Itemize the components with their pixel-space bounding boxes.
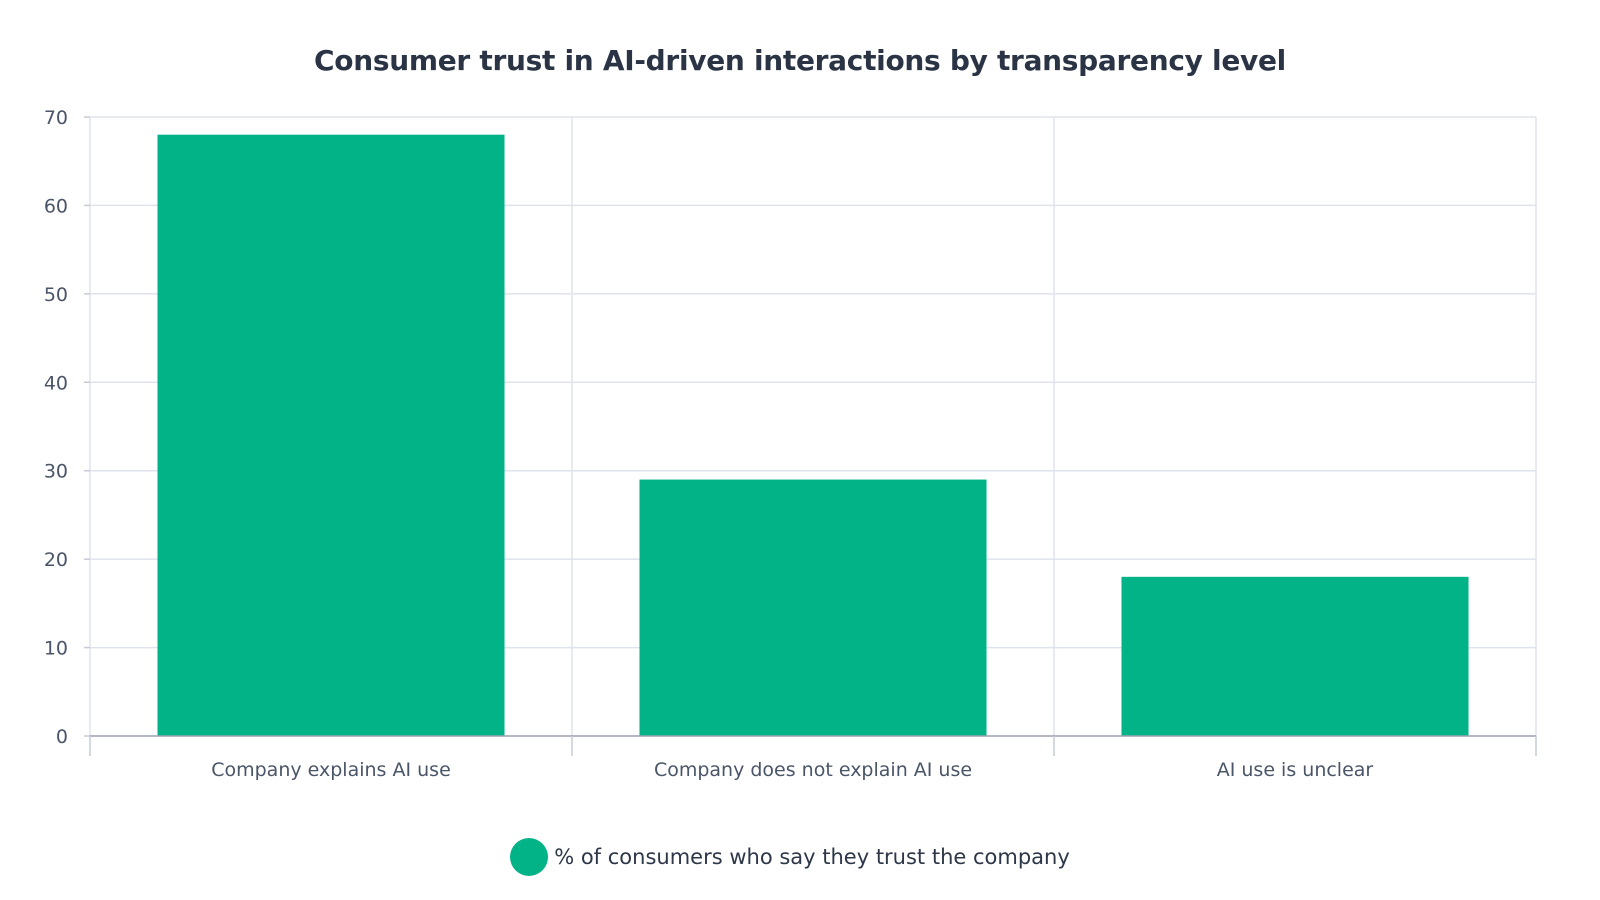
bars [157,134,1469,736]
y-tick-label: 40 [44,372,68,394]
y-tick-label: 60 [44,195,68,217]
y-tick-label: 70 [44,107,68,129]
bar [1121,576,1469,736]
legend-swatch [510,838,549,876]
y-axis-ticks: 0 10 20 30 40 50 60 70 [44,107,90,748]
y-tick-label: 50 [44,284,68,306]
x-tick-label: Company explains AI use [211,759,451,781]
bar [639,479,987,736]
y-tick-label: 10 [44,638,68,660]
x-axis [89,735,1537,756]
legend: % of consumers who say they trust the co… [0,838,1600,876]
y-tick-label: 20 [44,549,68,571]
chart-title: Consumer trust in AI-driven interactions… [314,44,1286,77]
legend-label: % of consumers who say they trust the co… [554,845,1070,869]
x-tick-label: Company does not explain AI use [654,759,972,781]
y-tick-label: 30 [44,461,68,483]
x-tick-label: AI use is unclear [1217,759,1374,781]
bar [157,134,505,736]
y-tick-label: 0 [56,726,68,748]
x-axis-tick-labels: Company explains AI use Company does not … [211,759,1373,781]
